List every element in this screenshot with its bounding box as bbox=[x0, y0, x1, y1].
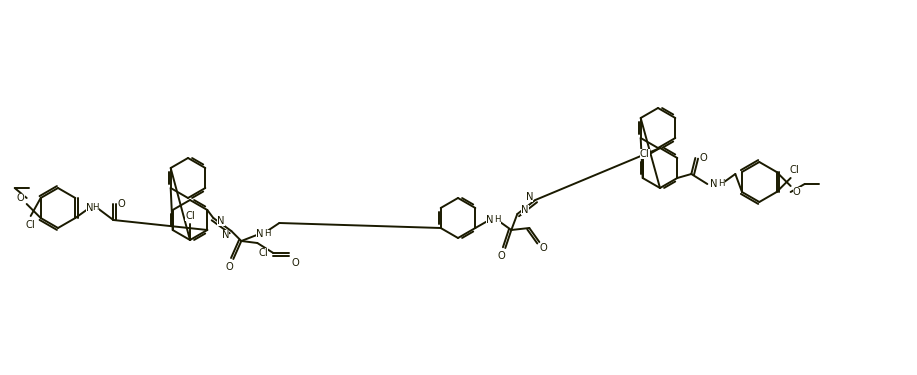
Text: O: O bbox=[292, 258, 299, 268]
Text: N: N bbox=[486, 215, 493, 225]
Text: N: N bbox=[256, 229, 263, 239]
Text: H: H bbox=[718, 180, 724, 189]
Text: O: O bbox=[117, 199, 126, 209]
Text: Cl: Cl bbox=[640, 149, 649, 159]
Text: N: N bbox=[217, 216, 225, 226]
Text: N: N bbox=[522, 205, 529, 215]
Text: N: N bbox=[85, 203, 93, 213]
Text: H: H bbox=[494, 216, 501, 225]
Text: Cl: Cl bbox=[26, 220, 36, 230]
Text: O: O bbox=[539, 243, 547, 253]
Text: Cl: Cl bbox=[259, 248, 268, 258]
Text: O: O bbox=[17, 193, 25, 203]
Text: Cl: Cl bbox=[185, 211, 195, 221]
Text: H: H bbox=[264, 230, 271, 238]
Text: Cl: Cl bbox=[790, 165, 800, 175]
Text: O: O bbox=[700, 153, 707, 163]
Text: N: N bbox=[710, 179, 717, 189]
Text: N: N bbox=[525, 192, 534, 202]
Text: O: O bbox=[497, 251, 505, 261]
Text: O: O bbox=[793, 187, 801, 197]
Text: O: O bbox=[226, 262, 233, 272]
Text: N: N bbox=[222, 230, 229, 240]
Text: H: H bbox=[92, 204, 98, 213]
